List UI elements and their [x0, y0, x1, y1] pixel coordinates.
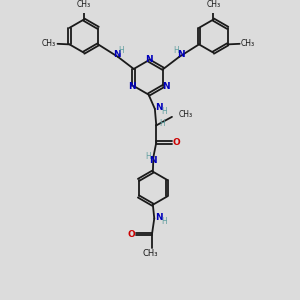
Text: N: N	[113, 50, 120, 58]
Text: H: H	[159, 118, 165, 127]
Text: CH₃: CH₃	[77, 0, 91, 9]
Text: N: N	[128, 82, 135, 91]
Text: H: H	[118, 46, 124, 55]
Text: O: O	[173, 138, 180, 147]
Text: N: N	[155, 103, 163, 112]
Text: H: H	[161, 217, 167, 226]
Text: N: N	[177, 50, 184, 58]
Text: N: N	[162, 82, 169, 91]
Text: N: N	[155, 213, 163, 222]
Text: H: H	[173, 46, 178, 55]
Text: CH₃: CH₃	[241, 39, 255, 48]
Text: CH₃: CH₃	[42, 39, 56, 48]
Text: N: N	[149, 156, 157, 165]
Text: CH₃: CH₃	[206, 0, 220, 9]
Text: N: N	[145, 55, 152, 64]
Text: H: H	[145, 152, 151, 161]
Text: CH₃: CH₃	[143, 249, 158, 258]
Text: H: H	[161, 107, 167, 116]
Text: O: O	[128, 230, 136, 238]
Text: CH₃: CH₃	[178, 110, 192, 119]
